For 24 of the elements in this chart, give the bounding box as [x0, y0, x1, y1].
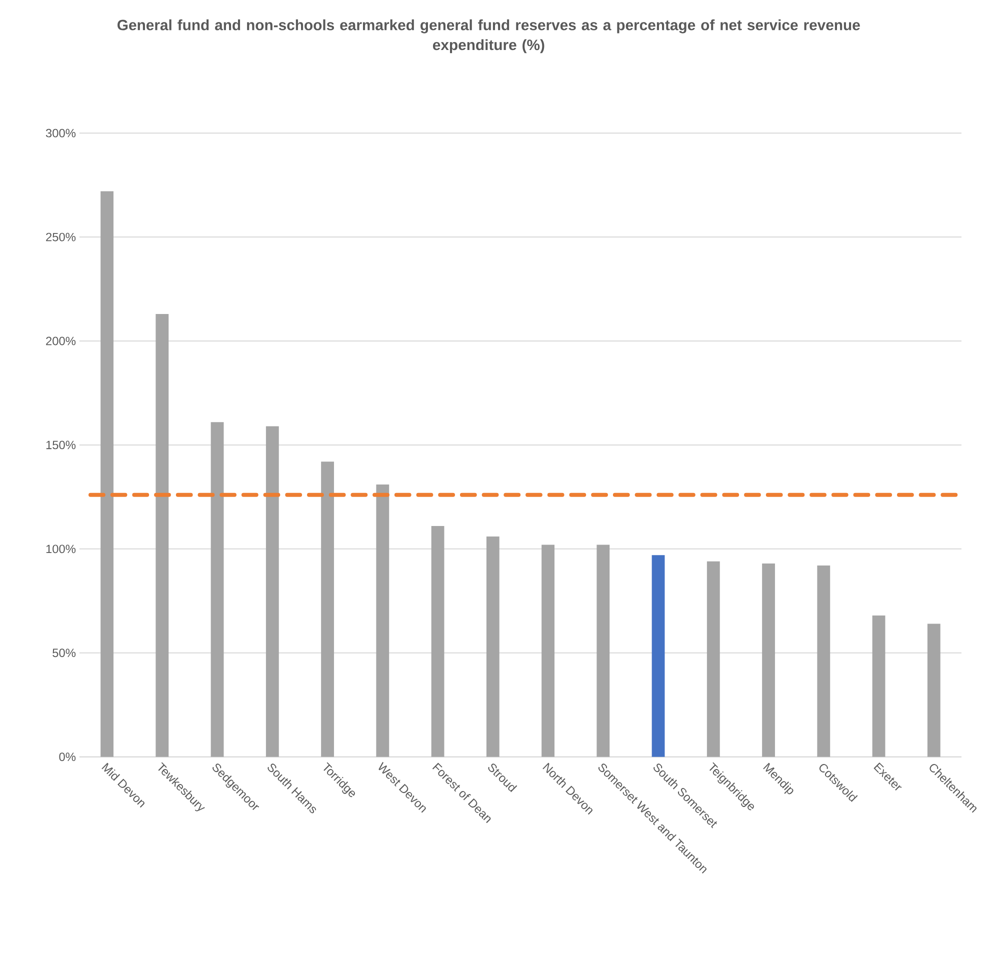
y-tick-label: 50% — [52, 648, 76, 657]
bar — [376, 484, 390, 757]
y-tick-label: 250% — [46, 232, 76, 242]
bar — [486, 536, 500, 757]
bar — [156, 314, 169, 757]
y-tick-label: 0% — [59, 752, 76, 761]
bar — [210, 422, 224, 757]
bar — [872, 615, 886, 757]
bar — [321, 461, 334, 757]
bar — [542, 544, 554, 757]
bar — [762, 563, 775, 757]
bar — [817, 565, 830, 757]
y-tick-label: 100% — [46, 544, 76, 553]
bar — [266, 426, 279, 757]
bar — [431, 526, 444, 757]
bar — [652, 554, 665, 757]
y-tick-label: 200% — [46, 336, 76, 346]
bar — [927, 624, 940, 757]
y-tick-label: 300% — [46, 128, 76, 138]
bar — [596, 544, 610, 757]
bar — [100, 191, 114, 757]
y-tick-label: 150% — [46, 440, 76, 449]
chart-title: General fund and non-schools earmarked general fund reserves as a percentage of net service revenue expenditure (%) — [118, 19, 860, 53]
bar — [706, 561, 720, 757]
